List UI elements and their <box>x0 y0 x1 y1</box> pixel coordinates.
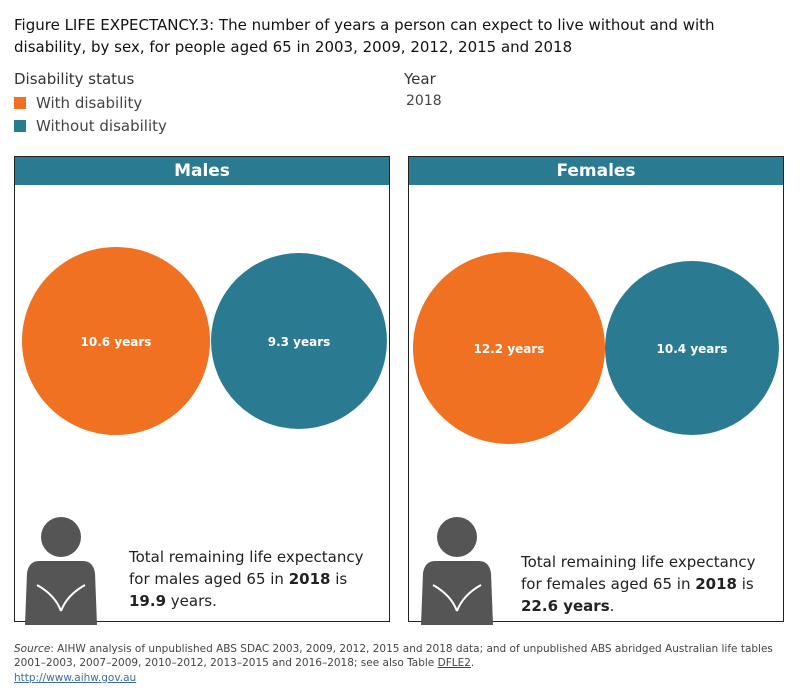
males-without-disability-bubble[interactable] <box>211 253 387 429</box>
person-icon <box>421 517 493 625</box>
females-panel-header: Females <box>409 157 783 185</box>
aihw-link[interactable]: http://www.aihw.gov.au <box>14 672 137 684</box>
legend: Disability status With disability Withou… <box>14 70 167 137</box>
year-filter[interactable]: Year 2018 <box>404 70 442 109</box>
males-panel-header: Males <box>15 157 389 185</box>
males-bubble-chart: 10.6 years 9.3 years <box>22 247 387 435</box>
legend-swatch-without <box>14 119 26 132</box>
females-panel: Females 12.2 years 10.4 years Total rema… <box>408 156 784 625</box>
males-without-disability-label: 9.3 years <box>268 335 331 349</box>
table-link[interactable]: DFLE2 <box>437 657 471 669</box>
females-total-caption: Total remaining life expectancy for fema… <box>521 553 756 615</box>
females-bubble-chart: 12.2 years 10.4 years <box>413 252 779 444</box>
legend-swatch-with <box>14 96 26 109</box>
legend-item-with-disability[interactable]: With disability <box>14 91 167 114</box>
females-with-disability-label: 12.2 years <box>474 342 545 356</box>
males-total-caption: Total remaining life expectancy for male… <box>129 548 364 610</box>
males-with-disability-label: 10.6 years <box>81 335 152 349</box>
males-panel: Males 10.6 years 9.3 years Total remaini… <box>14 156 390 625</box>
source-note: Source: AIHW analysis of unpublished ABS… <box>14 643 773 669</box>
females-without-disability-label: 10.4 years <box>657 342 728 356</box>
legend-label: With disability <box>36 93 143 112</box>
person-icon <box>25 517 97 625</box>
females-without-disability-bubble[interactable] <box>605 261 779 435</box>
females-with-disability-bubble[interactable] <box>413 252 605 444</box>
year-filter-heading: Year <box>404 70 436 88</box>
legend-label: Without disability <box>36 116 167 135</box>
legend-item-without-disability[interactable]: Without disability <box>14 114 167 137</box>
figure-title: Figure LIFE EXPECTANCY.3: The number of … <box>14 16 715 56</box>
males-with-disability-bubble[interactable] <box>22 247 210 435</box>
legend-heading: Disability status <box>14 70 135 88</box>
year-filter-value[interactable]: 2018 <box>406 93 442 109</box>
